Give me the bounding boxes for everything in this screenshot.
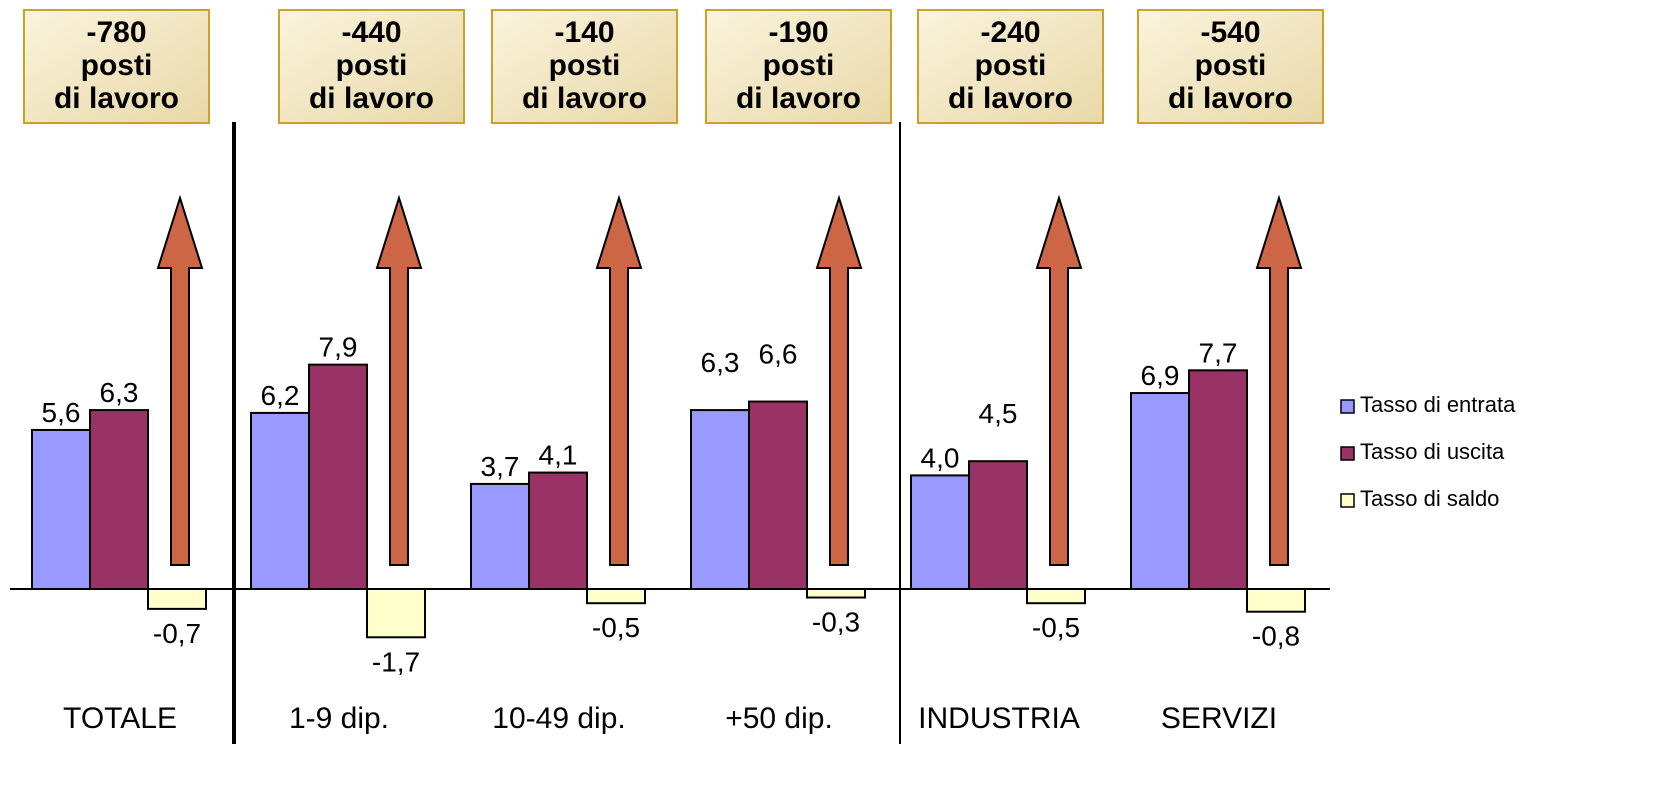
job-box-value: -140 (554, 16, 614, 49)
bar-tasso-di-entrata (690, 409, 750, 590)
up-arrow-icon (156, 194, 204, 566)
data-label: -0,5 (1032, 612, 1080, 643)
data-label: 5,6 (42, 397, 81, 428)
category-label: +50 dip. (725, 702, 833, 735)
bar-tasso-di-saldo (806, 588, 866, 599)
legend-item: Tasso di uscita (1340, 439, 1505, 464)
bar-tasso-di-saldo (1246, 588, 1306, 613)
data-label: 4,5 (979, 398, 1018, 429)
bar-tasso-di-uscita (528, 471, 588, 590)
category-label: 10-49 dip. (492, 702, 625, 735)
job-box-line3: di lavoro (948, 82, 1073, 115)
data-label: 6,3 (701, 347, 740, 378)
bar-tasso-di-entrata (31, 428, 91, 590)
legend-label: Tasso di entrata (1360, 392, 1516, 417)
data-label: 4,0 (921, 442, 960, 473)
legend-swatch (1340, 446, 1355, 461)
data-label: -1,7 (372, 646, 420, 677)
job-box-line3: di lavoro (736, 82, 861, 115)
bar-tasso-di-uscita (748, 400, 808, 590)
up-arrow-icon (1255, 194, 1303, 566)
data-label: -0,7 (153, 618, 201, 649)
job-box-value: -190 (768, 16, 828, 49)
bar-tasso-di-saldo (586, 588, 646, 605)
bar-tasso-di-entrata (910, 474, 970, 590)
up-arrow-icon (375, 194, 423, 566)
data-label: -0,3 (812, 607, 860, 638)
job-box-line2: posti (1195, 49, 1267, 82)
job-box-line2: posti (549, 49, 621, 82)
category-label: 1-9 dip. (289, 702, 389, 735)
data-label: 6,2 (261, 380, 300, 411)
job-box-value: -240 (980, 16, 1040, 49)
bar-tasso-di-saldo (1026, 588, 1086, 605)
job-box-line2: posti (336, 49, 408, 82)
job-box-line3: di lavoro (1168, 82, 1293, 115)
bar-tasso-di-entrata (250, 411, 310, 591)
data-label: 6,6 (759, 339, 798, 370)
bar-tasso-di-entrata (1130, 392, 1190, 591)
data-label: 6,3 (100, 377, 139, 408)
bar-tasso-di-saldo (147, 588, 207, 610)
job-box-line2: posti (763, 49, 835, 82)
data-label: 7,9 (319, 332, 358, 363)
bar-tasso-di-uscita (968, 460, 1028, 591)
category-label: TOTALE (63, 702, 177, 735)
up-arrow-icon (1035, 194, 1083, 566)
up-arrow-icon (815, 194, 863, 566)
data-label: -0,8 (1252, 621, 1300, 652)
job-box-line3: di lavoro (522, 82, 647, 115)
legend-item: Tasso di entrata (1340, 392, 1516, 417)
job-box-line3: di lavoro (54, 82, 179, 115)
bar-tasso-di-entrata (470, 482, 530, 591)
bar-tasso-di-uscita (308, 363, 368, 591)
legend-label: Tasso di uscita (1360, 439, 1505, 464)
bar-tasso-di-uscita (1188, 369, 1248, 590)
data-label: -0,5 (592, 612, 640, 643)
legend-swatch (1340, 399, 1355, 414)
job-box-line2: posti (81, 49, 153, 82)
job-box-value: -440 (341, 16, 401, 49)
category-label: INDUSTRIA (918, 702, 1080, 735)
data-label: 4,1 (539, 440, 578, 471)
legend-item: Tasso di saldo (1340, 486, 1499, 511)
bar-tasso-di-uscita (89, 409, 149, 590)
job-box-value: -540 (1200, 16, 1260, 49)
data-label: 6,9 (1141, 360, 1180, 391)
data-label: 7,7 (1199, 337, 1238, 368)
job-box-value: -780 (86, 16, 146, 49)
legend-swatch (1340, 493, 1355, 508)
bar-tasso-di-saldo (366, 588, 426, 639)
data-label: 3,7 (481, 451, 520, 482)
legend-label: Tasso di saldo (1360, 486, 1499, 511)
job-box-line3: di lavoro (309, 82, 434, 115)
job-box-line2: posti (975, 49, 1047, 82)
up-arrow-icon (595, 194, 643, 566)
category-label: SERVIZI (1161, 702, 1277, 735)
